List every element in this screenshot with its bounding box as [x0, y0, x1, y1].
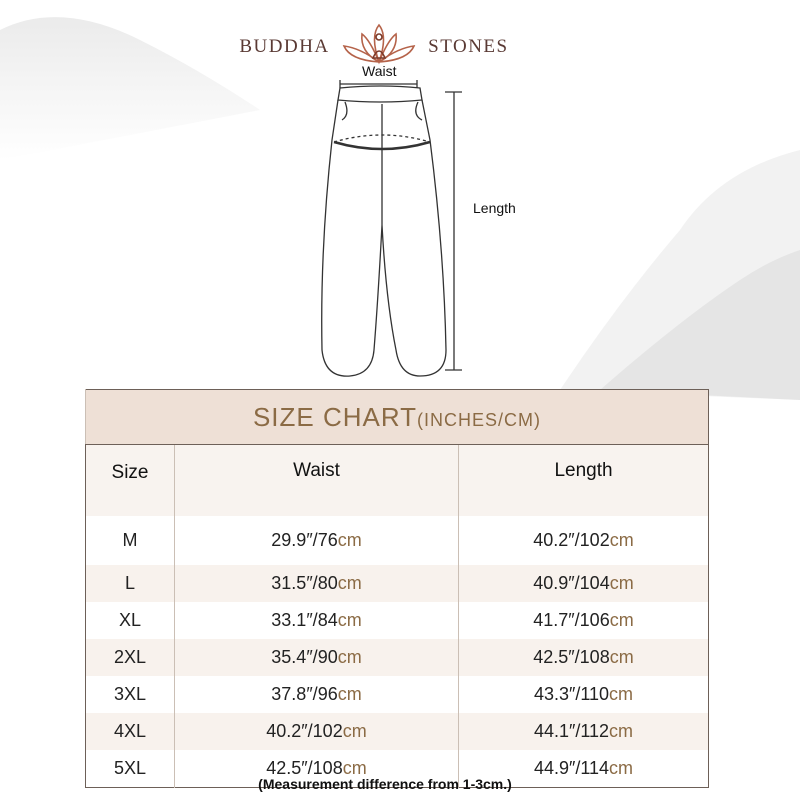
brand-left: BUDDHA: [239, 36, 330, 57]
table-row: L 31.5″/80cm 40.9″/104cm: [85, 565, 709, 602]
waist-cell: 40.2″/102cm: [174, 713, 459, 750]
brand-right: STONES: [428, 36, 509, 57]
header-size: Size: [85, 444, 175, 516]
waist-cell: 31.5″/80cm: [174, 565, 459, 602]
length-cell: 42.5″/108cm: [458, 639, 709, 676]
header-length: Length: [458, 444, 709, 516]
table-row: 5XL 42.5″/108cm 44.9″/114cm: [86, 750, 709, 788]
table-row: M 29.9″/76cm 40.2″/102cm: [86, 516, 709, 565]
brand-logo: BUDDHA STONES: [0, 22, 748, 72]
waist-cell: 29.9″/76cm: [174, 516, 459, 565]
size-cell: XL: [118, 610, 142, 630]
size-cell: 3XL: [113, 684, 147, 704]
length-cell: 44.9″/114cm: [458, 750, 709, 788]
waist-cell: 42.5″/108cm: [174, 750, 459, 788]
length-cell: 40.9″/104cm: [458, 565, 709, 602]
size-chart-title: SIZE CHART(INCHES/CM): [85, 389, 709, 445]
size-cell: 5XL: [113, 758, 147, 778]
size-cell: 2XL: [85, 639, 175, 676]
waist-cell: 33.1″/84cm: [174, 602, 459, 639]
waist-cell: 35.4″/90cm: [174, 639, 459, 676]
table-row: XL 33.1″/84cm 41.7″/106cm: [86, 602, 709, 639]
length-label: Length: [473, 200, 516, 216]
waist-cell: 37.8″/96cm: [174, 676, 459, 713]
length-cell: 43.3″/110cm: [458, 676, 709, 713]
table-row: 3XL 37.8″/96cm 43.3″/110cm: [86, 676, 709, 713]
lotus-meditation-icon: [336, 22, 422, 72]
size-cell: 4XL: [85, 713, 175, 750]
size-cell: M: [122, 530, 138, 550]
length-cell: 44.1″/112cm: [458, 713, 709, 750]
header-waist: Waist: [174, 444, 459, 516]
table-row: 2XL 35.4″/90cm 42.5″/108cm: [85, 639, 709, 676]
measurement-note: (Measurement difference from 1-3cm.): [258, 776, 512, 792]
waist-label: Waist: [362, 63, 397, 79]
length-cell: 41.7″/106cm: [458, 602, 709, 639]
length-cell: 40.2″/102cm: [458, 516, 709, 565]
size-cell: L: [85, 565, 175, 602]
table-row: 4XL 40.2″/102cm 44.1″/112cm: [85, 713, 709, 750]
size-chart-table: SIZE CHART(INCHES/CM) Size Waist Length …: [85, 389, 709, 788]
